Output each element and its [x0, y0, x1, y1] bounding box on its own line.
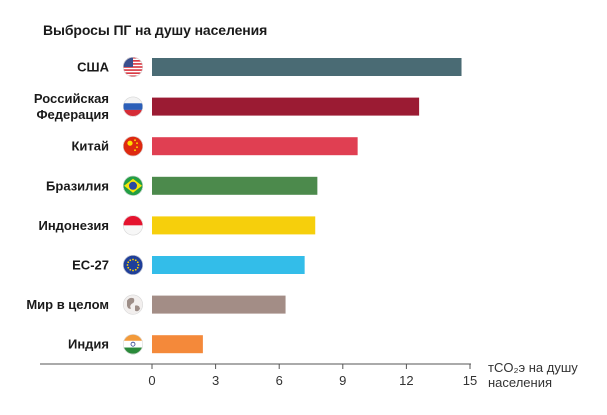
x-tick-label: 6 [276, 373, 283, 388]
indonesia-flag-icon [123, 215, 144, 236]
brazil-flag-icon [123, 175, 144, 196]
bar [152, 335, 203, 354]
bars-layer [152, 58, 462, 354]
bar [152, 137, 358, 156]
category-label: Бразилия [46, 178, 109, 193]
usa-flag-icon [123, 56, 144, 77]
icons-layer [123, 56, 144, 355]
category-label: ЕС-27 [72, 258, 109, 273]
bar [152, 97, 420, 116]
category-label: Мир в целом [26, 297, 109, 312]
category-label: Индия [68, 337, 109, 352]
bar [152, 176, 318, 195]
russia-flag-icon [123, 96, 144, 117]
globe-icon [123, 294, 144, 315]
bar [152, 216, 316, 235]
category-label: Индонезия [38, 218, 109, 233]
x-tick-label: 15 [463, 373, 477, 388]
bar [152, 295, 286, 314]
x-tick-label: 3 [212, 373, 219, 388]
category-label: Федерация [36, 107, 109, 122]
china-flag-icon [123, 136, 144, 157]
category-label: Российская [34, 91, 109, 106]
x-tick-label: 0 [148, 373, 155, 388]
x-tick-label: 9 [339, 373, 346, 388]
category-label: США [77, 60, 109, 75]
x-axis: 0 3 6 9 12 15 тCO₂э на душу населения [40, 360, 578, 390]
india-flag-icon [123, 334, 144, 355]
x-axis-unit-label: тCO₂э на душу населения [488, 360, 578, 390]
bar [152, 58, 462, 76]
category-label: Китай [71, 139, 109, 154]
x-tick-label: 12 [399, 373, 413, 388]
bar [152, 256, 305, 274]
chart-title: Выбросы ПГ на душу населения [43, 22, 268, 38]
eu-flag-icon [123, 255, 144, 276]
